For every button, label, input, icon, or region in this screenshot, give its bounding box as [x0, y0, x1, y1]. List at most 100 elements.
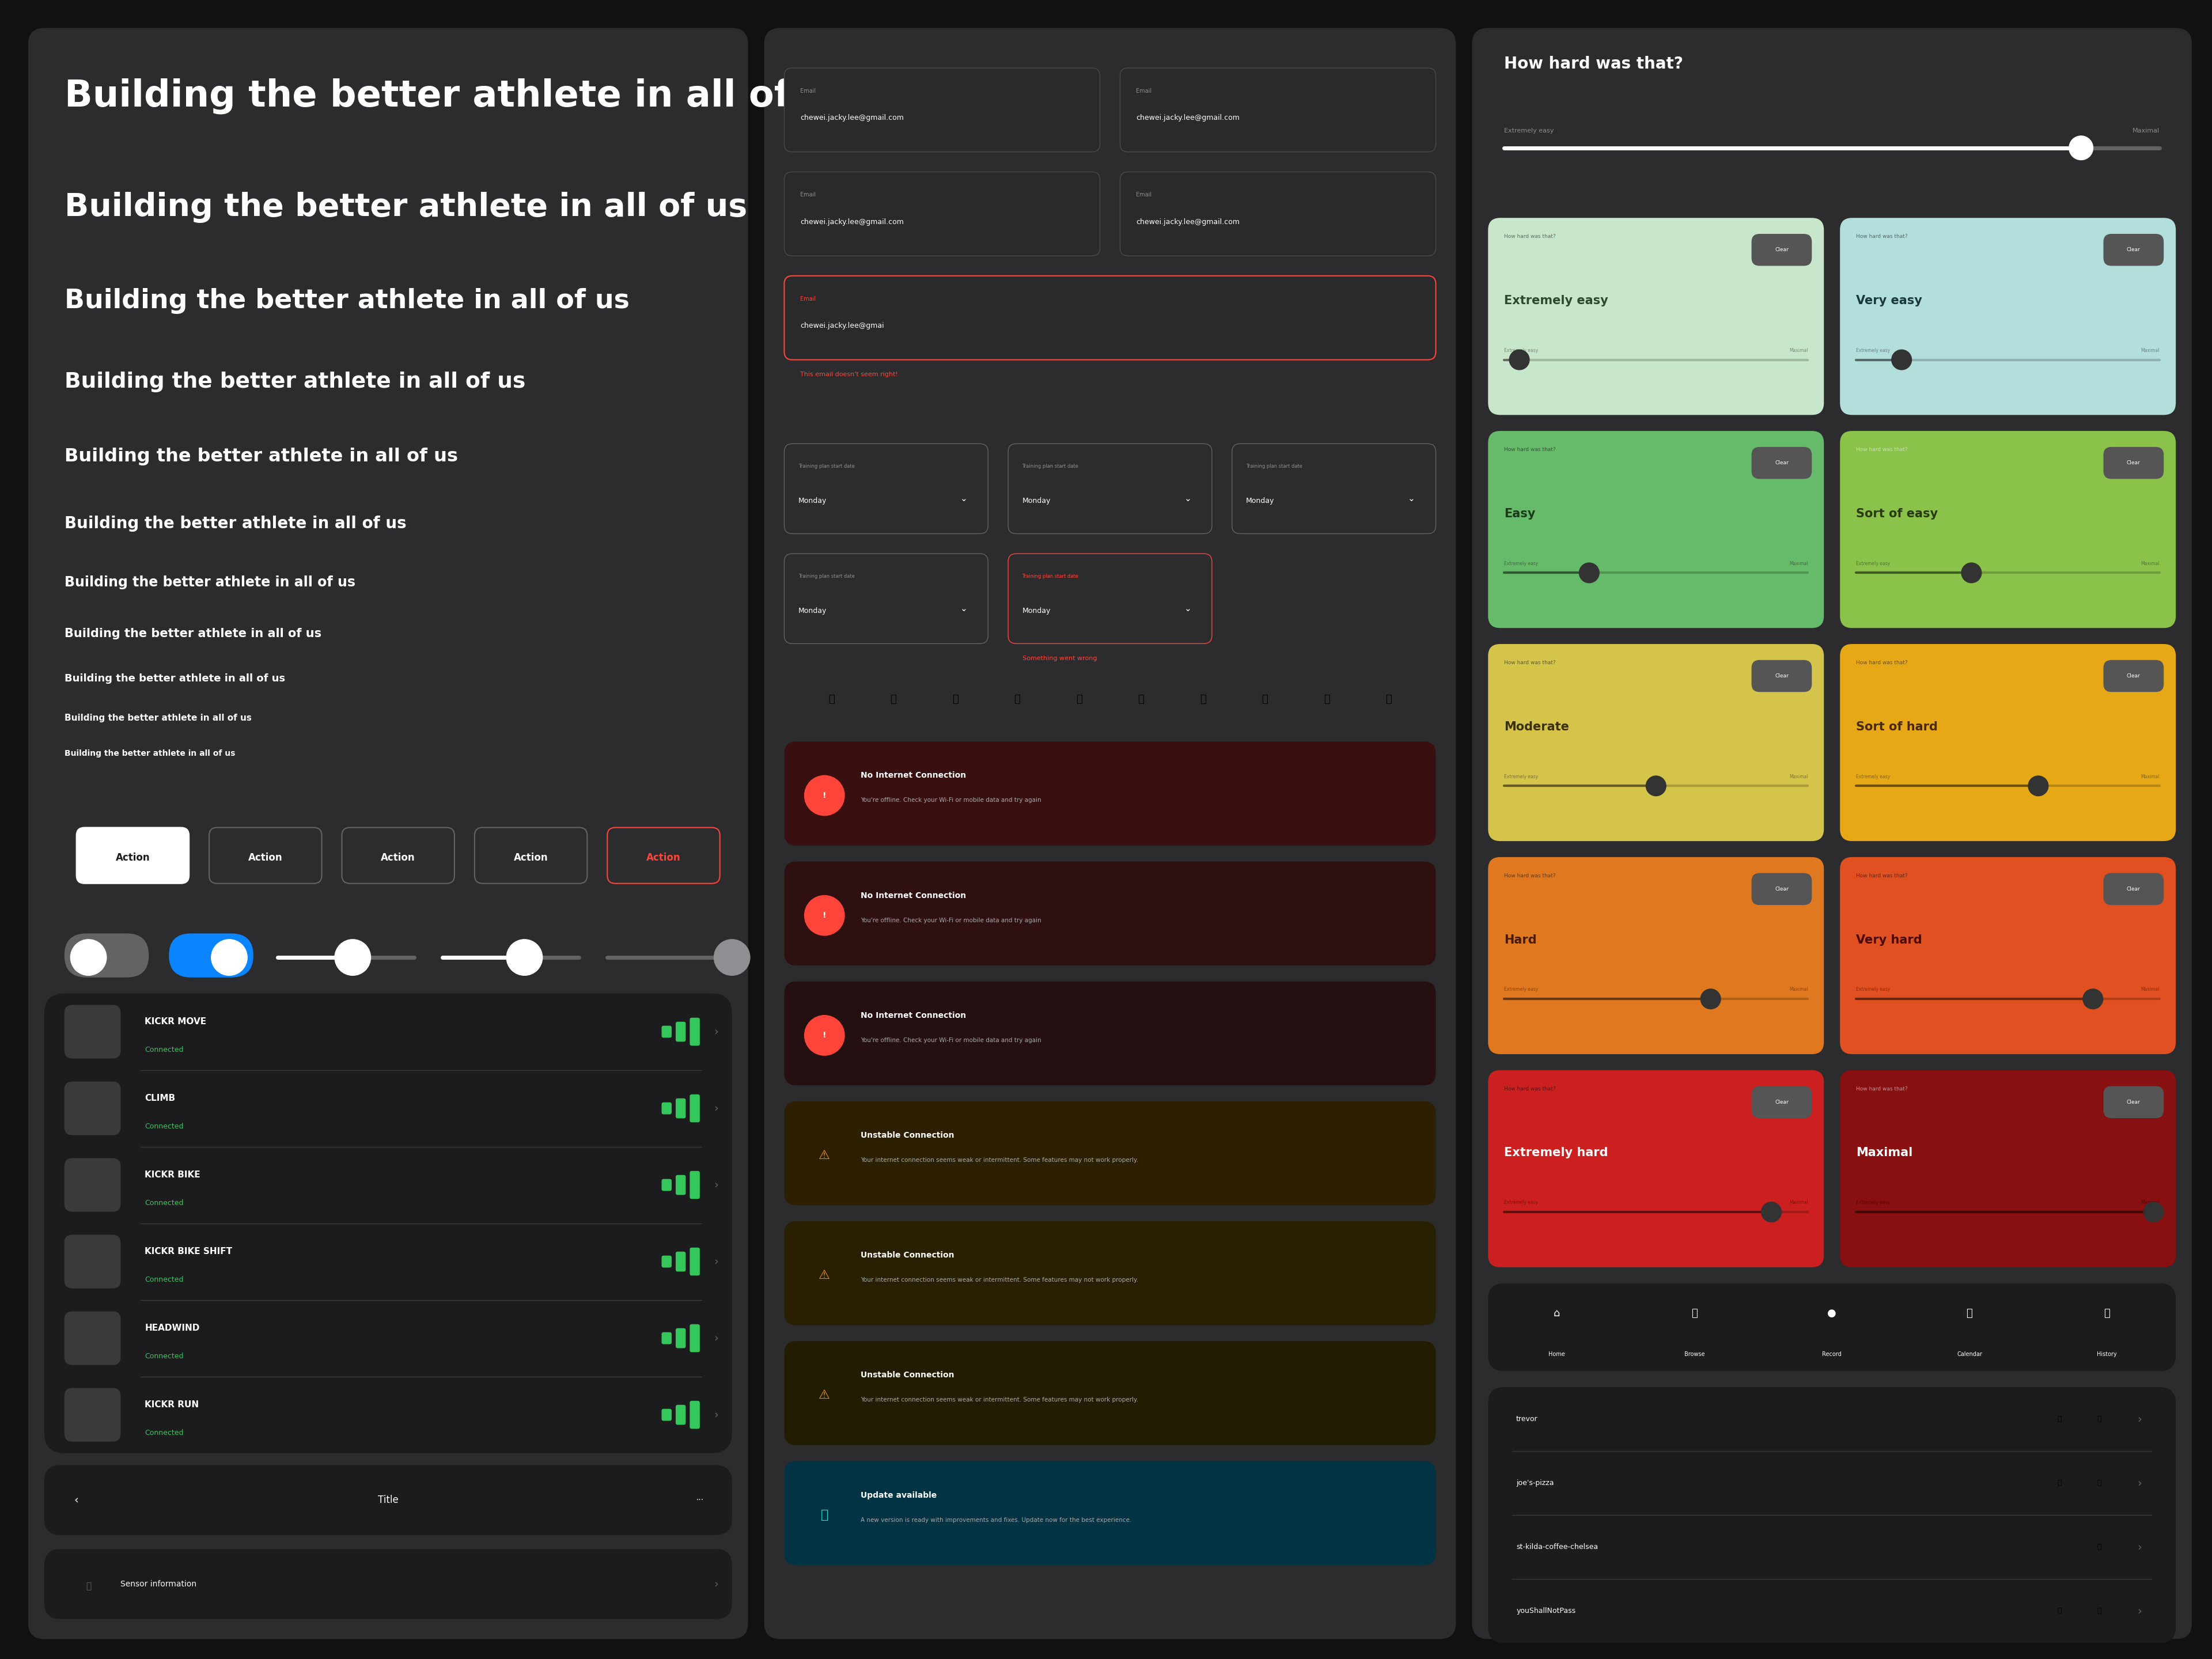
FancyBboxPatch shape	[661, 1332, 672, 1344]
Text: Connected: Connected	[144, 1276, 184, 1284]
FancyBboxPatch shape	[675, 1251, 686, 1271]
FancyBboxPatch shape	[661, 1408, 672, 1420]
Text: 🔍: 🔍	[1692, 1307, 1697, 1319]
Text: 🏇: 🏇	[1385, 695, 1391, 705]
Text: ›: ›	[714, 1180, 719, 1191]
FancyBboxPatch shape	[168, 934, 254, 977]
FancyBboxPatch shape	[1119, 173, 1436, 255]
FancyBboxPatch shape	[1489, 1387, 2177, 1642]
FancyBboxPatch shape	[29, 28, 748, 1639]
FancyBboxPatch shape	[690, 1171, 699, 1199]
Circle shape	[2143, 1203, 2163, 1223]
Text: 🔒: 🔒	[2057, 1608, 2062, 1614]
Text: Email: Email	[1137, 192, 1152, 197]
FancyBboxPatch shape	[1489, 858, 1825, 1053]
Text: youShallNotPass: youShallNotPass	[1515, 1608, 1575, 1614]
Text: Sort of easy: Sort of easy	[1856, 508, 1938, 519]
Circle shape	[2084, 989, 2104, 1009]
FancyBboxPatch shape	[2104, 1087, 2163, 1118]
Text: How hard was that?: How hard was that?	[1856, 1087, 1907, 1092]
Text: ⌄: ⌄	[960, 604, 967, 612]
FancyBboxPatch shape	[64, 1158, 122, 1211]
FancyBboxPatch shape	[690, 1248, 699, 1276]
Circle shape	[2068, 136, 2093, 159]
Text: Update available: Update available	[860, 1491, 938, 1500]
Text: ›: ›	[714, 1579, 719, 1589]
Text: Maximal: Maximal	[1856, 1146, 1913, 1158]
Text: 🚣: 🚣	[1137, 695, 1144, 705]
Text: Training plan start date: Training plan start date	[799, 574, 854, 579]
Text: Record: Record	[1823, 1350, 1843, 1357]
Text: HEADWIND: HEADWIND	[144, 1324, 199, 1332]
FancyBboxPatch shape	[64, 1234, 122, 1289]
Text: !: !	[823, 791, 827, 800]
FancyBboxPatch shape	[661, 1025, 672, 1039]
Text: Clear: Clear	[2126, 886, 2141, 891]
Text: Email: Email	[801, 295, 816, 302]
Text: Home: Home	[1548, 1350, 1566, 1357]
FancyBboxPatch shape	[690, 1017, 699, 1045]
Text: ⓘ: ⓘ	[821, 1510, 827, 1521]
Text: Clear: Clear	[2126, 460, 2141, 466]
FancyBboxPatch shape	[785, 275, 1436, 360]
Circle shape	[71, 939, 106, 975]
FancyBboxPatch shape	[1119, 68, 1436, 153]
Text: Title: Title	[378, 1495, 398, 1505]
Text: Extremely easy: Extremely easy	[1504, 773, 1537, 780]
Text: Training plan start date: Training plan start date	[799, 465, 854, 469]
Text: ⌄: ⌄	[1409, 494, 1416, 503]
Text: Building the better athlete in all of us: Building the better athlete in all of us	[64, 627, 321, 639]
Text: Clear: Clear	[1774, 1100, 1790, 1105]
Text: Monday: Monday	[799, 607, 827, 614]
Text: Calendar: Calendar	[1958, 1350, 1982, 1357]
Circle shape	[1962, 562, 1982, 582]
Circle shape	[1701, 989, 1721, 1009]
Text: Action: Action	[646, 853, 681, 863]
Text: Monday: Monday	[1022, 607, 1051, 614]
Text: Very easy: Very easy	[1856, 295, 1922, 307]
FancyBboxPatch shape	[1489, 431, 1825, 629]
Text: Connected: Connected	[144, 1045, 184, 1053]
Circle shape	[805, 775, 845, 816]
Text: ›: ›	[2137, 1541, 2141, 1553]
Text: Unstable Connection: Unstable Connection	[860, 1372, 953, 1379]
Text: ›: ›	[714, 1256, 719, 1267]
Text: Hard: Hard	[1504, 934, 1537, 946]
Text: Your internet connection seems weak or intermittent. Some features may not work : Your internet connection seems weak or i…	[860, 1277, 1139, 1282]
Text: Moderate: Moderate	[1504, 722, 1568, 733]
Circle shape	[1891, 350, 1911, 370]
Text: Building the better athlete in all of us: Building the better athlete in all of us	[64, 576, 356, 589]
Text: 📶: 📶	[2097, 1608, 2101, 1614]
FancyBboxPatch shape	[661, 1256, 672, 1267]
Text: 🚶: 🚶	[1323, 695, 1329, 705]
Text: 📶: 📶	[2097, 1415, 2101, 1423]
Text: History: History	[2097, 1350, 2117, 1357]
Text: You're offline. Check your Wi-Fi or mobile data and try again: You're offline. Check your Wi-Fi or mobi…	[860, 1037, 1042, 1044]
Text: ⌂: ⌂	[1553, 1307, 1559, 1319]
Text: Clear: Clear	[1774, 460, 1790, 466]
Text: Building the better athlete in all of us: Building the better athlete in all of us	[64, 516, 407, 533]
Text: You're offline. Check your Wi-Fi or mobile data and try again: You're offline. Check your Wi-Fi or mobi…	[860, 917, 1042, 922]
FancyBboxPatch shape	[1752, 446, 1812, 479]
Text: ⌄: ⌄	[960, 494, 967, 503]
Text: Maximal: Maximal	[2141, 348, 2159, 353]
FancyBboxPatch shape	[1752, 660, 1812, 692]
Text: ⚠: ⚠	[818, 1150, 830, 1161]
Text: Building the better athlete in all of us: Building the better athlete in all of us	[64, 192, 748, 222]
Text: ›: ›	[2137, 1413, 2141, 1425]
Text: How hard was that?: How hard was that?	[1856, 446, 1907, 453]
Text: Maximal: Maximal	[2141, 1199, 2159, 1204]
Text: Maximal: Maximal	[1790, 561, 1807, 566]
Text: trevor: trevor	[1515, 1415, 1537, 1423]
FancyBboxPatch shape	[690, 1324, 699, 1352]
Text: Extremely easy: Extremely easy	[1856, 773, 1889, 780]
Text: ⚠: ⚠	[818, 1269, 830, 1281]
FancyBboxPatch shape	[1471, 28, 2192, 1639]
Circle shape	[2028, 776, 2048, 796]
Text: Extremely easy: Extremely easy	[1504, 1199, 1537, 1204]
Text: ⚠: ⚠	[818, 1389, 830, 1400]
Text: Extremely easy: Extremely easy	[1504, 295, 1608, 307]
FancyBboxPatch shape	[1752, 873, 1812, 906]
FancyBboxPatch shape	[675, 1329, 686, 1349]
Text: Maximal: Maximal	[1790, 773, 1807, 780]
